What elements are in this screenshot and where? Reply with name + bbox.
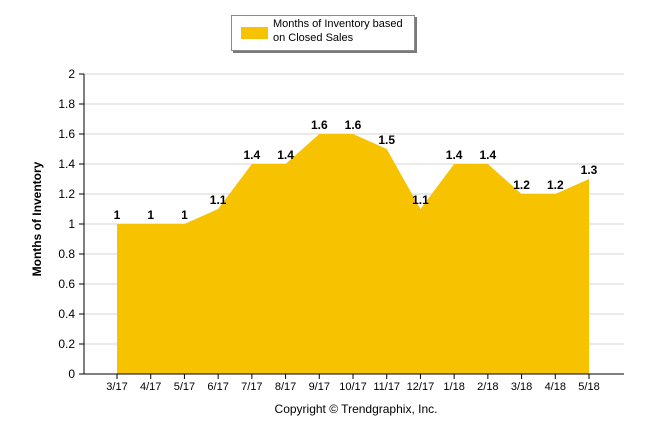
x-tick-label: 7/17: [241, 381, 262, 393]
data-label: 1.4: [446, 148, 463, 162]
data-label: 1.1: [412, 193, 429, 207]
data-label: 1.4: [277, 148, 294, 162]
data-labels: 1 1 1 1.1 1.4 1.4 1.6 1.6 1.5 1.1 1.4 1.4 1.2 1.2 1.3: [114, 118, 598, 222]
x-tick-label: 6/17: [207, 381, 228, 393]
y-tick-label: 0.6: [58, 277, 75, 291]
x-tick-label: 3/17: [106, 381, 127, 393]
x-tick-label: 8/17: [275, 381, 296, 393]
data-label: 1: [114, 208, 121, 222]
y-tick-label: 0: [68, 367, 75, 381]
x-tick-label: 12/17: [407, 381, 435, 393]
data-label: 1.1: [210, 193, 227, 207]
x-tick-label: 1/18: [443, 381, 464, 393]
data-label: 1.6: [311, 118, 328, 132]
data-label: 1: [181, 208, 188, 222]
y-tick-label: 1: [68, 217, 75, 231]
y-tick-label: 0.4: [58, 307, 75, 321]
y-tick-label: 0.8: [58, 247, 75, 261]
y-tick-label: 1.4: [58, 157, 75, 171]
data-label: 1.3: [581, 163, 598, 177]
data-label: 1.2: [547, 178, 564, 192]
data-label: 1: [147, 208, 154, 222]
legend-swatch: [241, 27, 268, 39]
data-label: 1.4: [244, 148, 261, 162]
x-tick-label: 5/17: [174, 381, 195, 393]
legend: Months of Inventory based on Closed Sale…: [231, 15, 415, 51]
y-tick-label: 1.2: [58, 187, 75, 201]
x-tick-label: 5/18: [578, 381, 599, 393]
y-tick-label: 1.8: [58, 97, 75, 111]
x-tick-label: 2/18: [477, 381, 498, 393]
data-label: 1.2: [513, 178, 530, 192]
y-tick-label: 0.2: [58, 337, 75, 351]
inventory-area: [117, 134, 589, 374]
x-tick-label: 4/17: [140, 381, 161, 393]
data-label: 1.5: [378, 133, 395, 147]
y-tick-labels: 0 0.2 0.4 0.6 0.8 1 1.2 1.4 1.6 1.8 2: [58, 67, 75, 381]
copyright-footer: Copyright © Trendgraphix, Inc.: [274, 402, 438, 416]
x-tick-label: 11/17: [373, 381, 400, 393]
x-tick-label: 10/17: [339, 381, 367, 393]
x-tick-label: 3/18: [511, 381, 532, 393]
y-axis-label: Months of Inventory: [30, 161, 44, 277]
legend-label: Months of Inventory based on Closed Sale…: [273, 18, 403, 44]
x-tick-label: 4/18: [545, 381, 566, 393]
y-tick-label: 2: [68, 67, 75, 81]
axes: [83, 74, 624, 375]
x-tick-labels: 3/17 4/17 5/17 6/17 7/17 8/17 9/17 10/17 11/17 12…: [106, 374, 600, 393]
data-label: 1.6: [345, 118, 362, 132]
data-label: 1.4: [480, 148, 497, 162]
y-tick-label: 1.6: [58, 127, 75, 141]
x-tick-label: 9/17: [309, 381, 330, 393]
